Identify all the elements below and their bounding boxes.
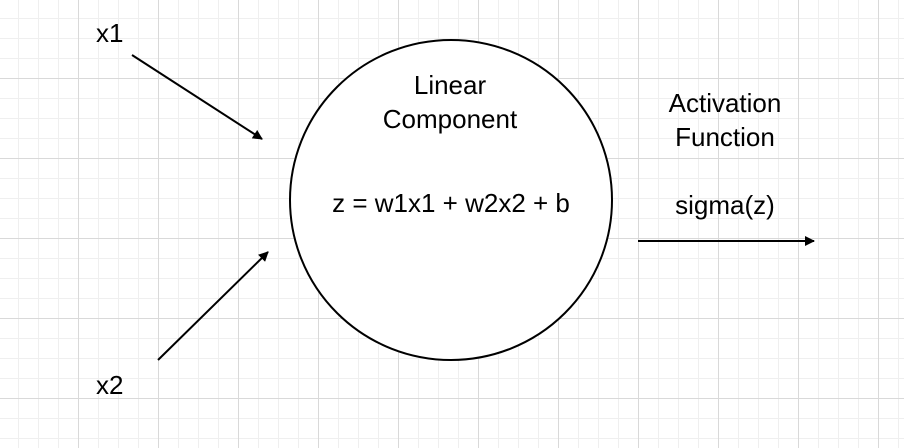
x1-label: x1 (96, 18, 124, 48)
linear-title-line2: Component (382, 104, 518, 134)
x1-input-arrow (131, 54, 263, 140)
x2-input-arrow (157, 251, 269, 361)
x2-label: x2 (96, 370, 124, 400)
activation-formula: sigma(z) (675, 190, 775, 220)
neuron-circle (289, 39, 613, 361)
linear-title-line1: Linear (413, 70, 487, 100)
activation-function-title: Activation Function (625, 86, 825, 154)
linear-component-title: Linear Component (350, 68, 550, 136)
activation-title-line2: Function (675, 122, 775, 152)
linear-equation: z = w1x1 + w2x2 + b (332, 188, 570, 218)
activation-title-line1: Activation (668, 88, 782, 118)
